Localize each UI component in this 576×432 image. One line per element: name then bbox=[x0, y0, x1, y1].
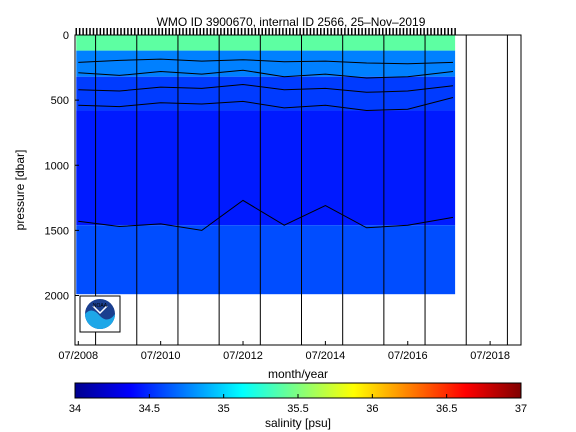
salinity-layer-3 bbox=[76, 110, 456, 226]
plot-frame bbox=[74, 34, 522, 346]
y-tick-label-2: 1000 bbox=[45, 160, 69, 172]
y-axis-ticks: 0 500 1000 1500 2000 bbox=[45, 30, 79, 303]
y-axis-label: pressure [dbar] bbox=[13, 150, 27, 231]
colorbar-tick-label-5: 36.5 bbox=[436, 403, 457, 415]
contour-line-3 bbox=[78, 97, 454, 112]
noaa-logo-icon: NOAA bbox=[79, 295, 121, 333]
contour-line-0 bbox=[78, 58, 454, 65]
colorbar-label: salinity [psu] bbox=[265, 416, 331, 430]
colorbar: 34 34.5 35 35.5 36 36.5 37 salinity [psu] bbox=[69, 382, 527, 430]
contour-line-4 bbox=[78, 199, 454, 231]
profile-tick-marks bbox=[75, 28, 456, 35]
plot-area bbox=[76, 35, 508, 345]
y-tick-label-0: 0 bbox=[63, 30, 69, 42]
x-axis-label: month/year bbox=[268, 367, 328, 381]
chart-title: WMO ID 3900670, internal ID 2566, 25–Nov… bbox=[157, 15, 426, 29]
contour-line-2 bbox=[78, 83, 454, 93]
x-axis-ticks: 07/2008 07/2010 07/2012 07/2014 07/2016 07/20… bbox=[58, 341, 510, 362]
salinity-contours bbox=[78, 58, 454, 231]
salinity-layer-4 bbox=[76, 225, 456, 295]
colorbar-tick-label-3: 35.5 bbox=[287, 403, 308, 415]
year-gridlines bbox=[95, 35, 508, 345]
colorbar-tick-label-2: 35 bbox=[218, 403, 230, 415]
contour-line-1 bbox=[78, 69, 454, 79]
salinity-layer-0 bbox=[76, 35, 456, 51]
colorbar-tick-label-4: 36 bbox=[366, 403, 378, 415]
noaa-logo-text: NOAA bbox=[93, 303, 108, 309]
x-tick-label-1: 07/2010 bbox=[141, 350, 181, 362]
x-tick-label-3: 07/2014 bbox=[306, 350, 346, 362]
x-tick-label-4: 07/2016 bbox=[388, 350, 428, 362]
colorbar-tick-label-6: 37 bbox=[515, 403, 527, 415]
x-tick-label-5: 07/2018 bbox=[470, 350, 510, 362]
colorbar-tick-label-0: 34 bbox=[69, 403, 81, 415]
colorbar-tick-label-1: 34.5 bbox=[139, 403, 160, 415]
x-tick-label-0: 07/2008 bbox=[58, 350, 98, 362]
x-tick-label-2: 07/2012 bbox=[223, 350, 263, 362]
y-tick-label-3: 1500 bbox=[45, 225, 69, 237]
y-tick-label-4: 2000 bbox=[45, 291, 69, 303]
colorbar-ticks: 34 34.5 35 35.5 36 36.5 37 bbox=[69, 394, 527, 415]
y-tick-label-1: 500 bbox=[51, 95, 69, 107]
